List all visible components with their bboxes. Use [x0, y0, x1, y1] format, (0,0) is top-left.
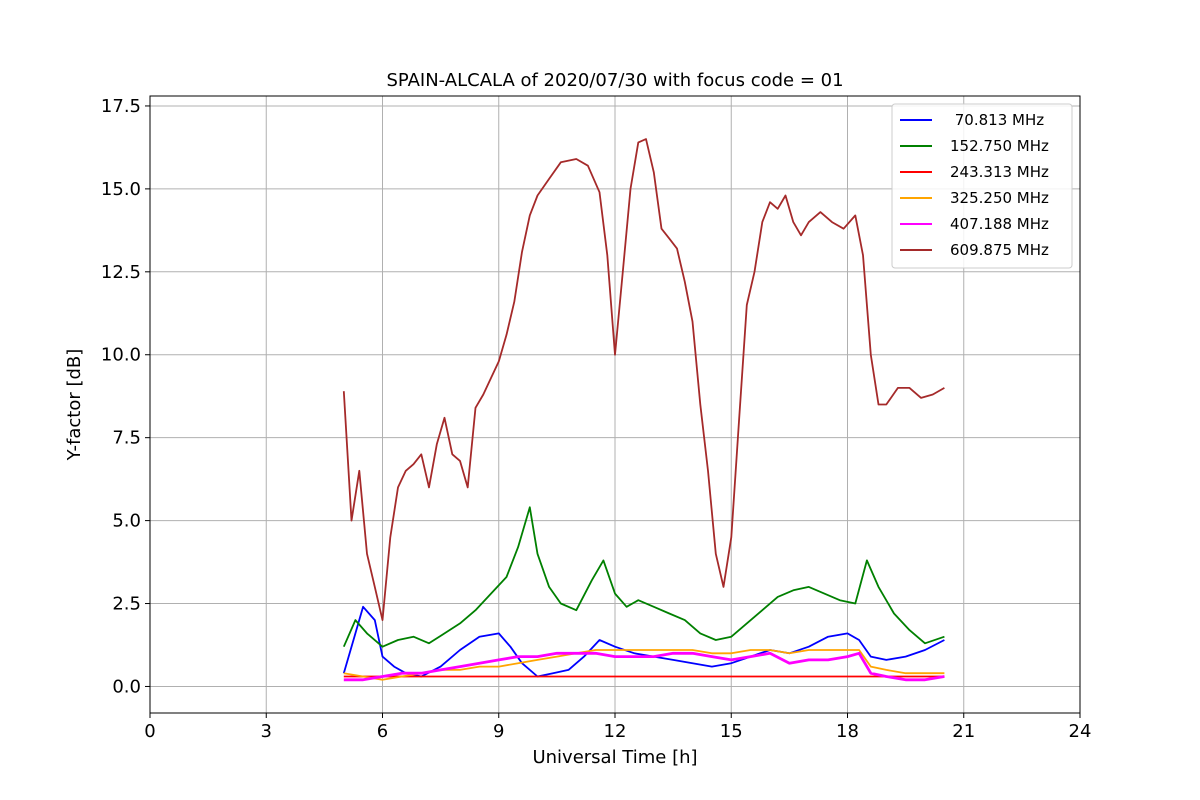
y-tick-label: 10.0 [101, 345, 141, 366]
y-tick-label: 2.5 [112, 594, 141, 615]
series-layer [342, 138, 945, 682]
legend-label: 407.188 MHz [950, 215, 1049, 233]
y-tick-label: 5.0 [112, 511, 141, 532]
series-line-5 [343, 651, 945, 682]
y-tick-label: 0.0 [112, 676, 141, 697]
x-axis-label: Universal Time [h] [532, 747, 697, 768]
legend: 70.813 MHz 152.750 MHz 243.313 MHz 325.250 … [891, 103, 1073, 269]
legend-label: 152.750 MHz [950, 137, 1049, 155]
chart-title: SPAIN-ALCALA of 2020/07/30 with focus co… [386, 70, 843, 91]
x-tick-label: 15 [720, 721, 743, 742]
x-tick-label: 24 [1069, 721, 1092, 742]
y-axis: 0.0 2.5 5.0 7.5 10.0 12.5 15.0 17.5 [101, 96, 150, 697]
legend-label: 609.875 MHz [950, 241, 1049, 259]
legend-label: 325.250 MHz [950, 189, 1049, 207]
y-tick-label: 7.5 [112, 428, 141, 449]
x-tick-label: 3 [261, 721, 272, 742]
x-axis: 0 3 6 9 12 15 18 21 24 [144, 713, 1091, 742]
x-tick-label: 6 [377, 721, 388, 742]
x-tick-label: 18 [836, 721, 859, 742]
y-axis-label: Y-factor [dB] [64, 349, 85, 462]
legend-label: 70.813 MHz [950, 111, 1044, 129]
legend-box [891, 103, 1073, 269]
series-line-6 [342, 138, 945, 621]
legend-label: 243.313 MHz [950, 163, 1049, 181]
x-tick-label: 12 [604, 721, 627, 742]
x-tick-label: 21 [952, 721, 975, 742]
x-tick-label: 0 [144, 721, 155, 742]
x-tick-label: 9 [493, 721, 504, 742]
series-line-2 [342, 506, 945, 648]
y-tick-label: 15.0 [101, 179, 141, 200]
y-tick-label: 17.5 [101, 96, 141, 117]
y-tick-label: 12.5 [101, 262, 141, 283]
